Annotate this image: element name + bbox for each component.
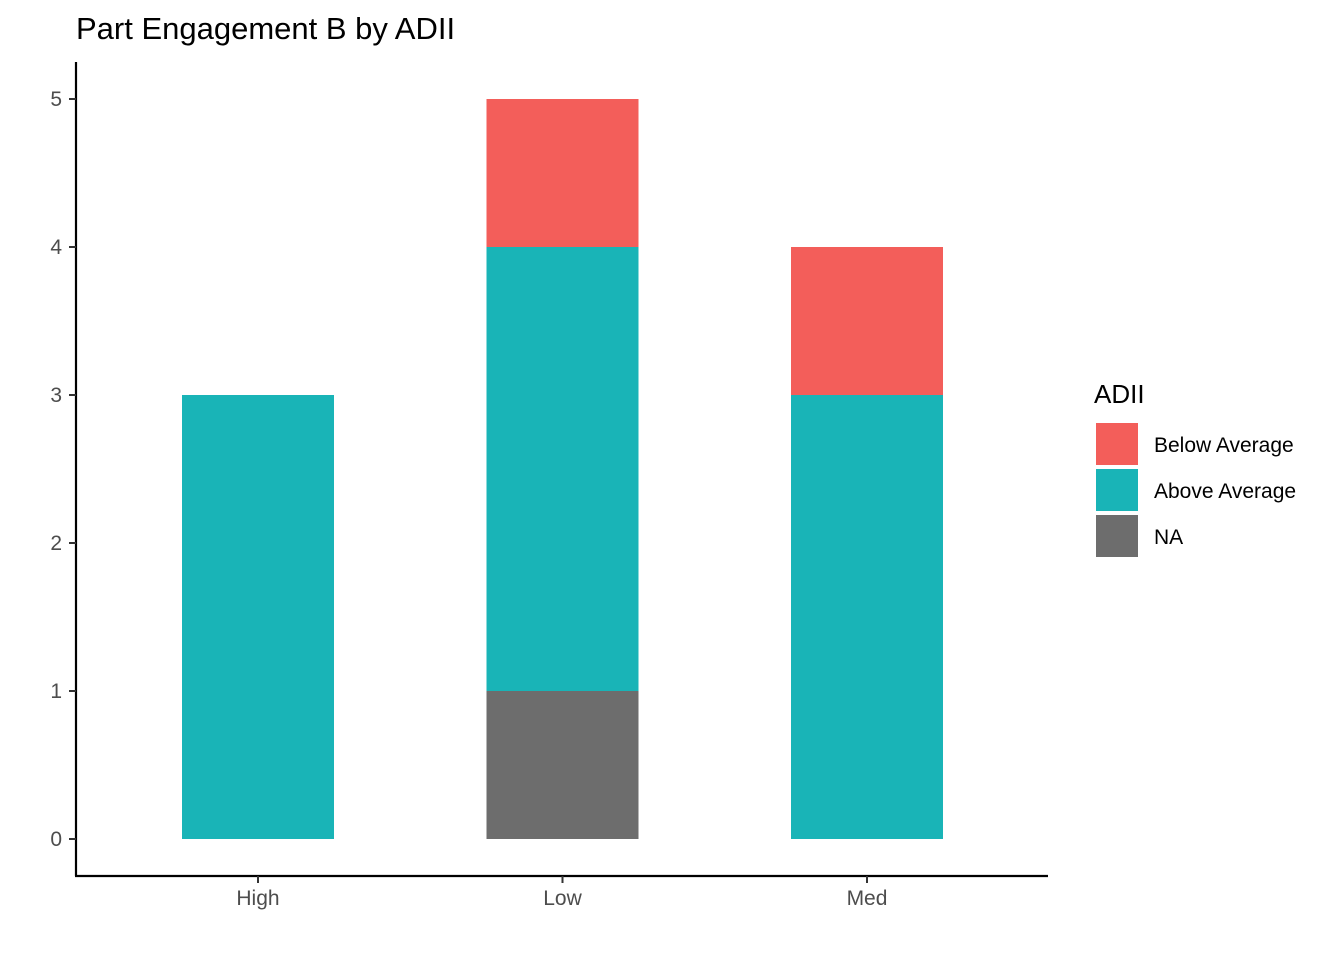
y-tick-label: 3 [50,384,62,407]
bar-med-above-average [791,395,943,839]
legend-title: ADII [1094,379,1145,409]
y-tick-label: 4 [50,236,62,259]
bar-med-below-average [791,247,943,395]
y-tick-label: 1 [50,680,62,703]
y-tick-label: 5 [50,88,62,111]
legend-label-above-average: Above Average [1154,480,1296,503]
x-tick-label: High [236,887,279,910]
x-tick-label: Med [847,887,888,910]
x-tick-label: Low [543,887,582,910]
legend-label-below-average: Below Average [1154,434,1294,457]
chart-title: Part Engagement B by ADII [76,11,455,46]
bar-high-above-average [182,395,334,839]
bar-low-below-average [486,99,639,247]
legend: ADII Below Average Above Average NA [1094,379,1296,557]
y-tick-label: 0 [50,828,62,851]
legend-key-above-average [1096,469,1138,511]
legend-key-below-average [1096,423,1138,465]
y-tick-label: 2 [50,532,62,555]
bar-low-na [486,691,639,839]
bar-low-above-average [486,247,639,691]
legend-key-na [1096,515,1138,557]
plot-area: 0 1 2 3 4 5 High Low Med [50,62,1048,910]
legend-label-na: NA [1154,526,1183,549]
